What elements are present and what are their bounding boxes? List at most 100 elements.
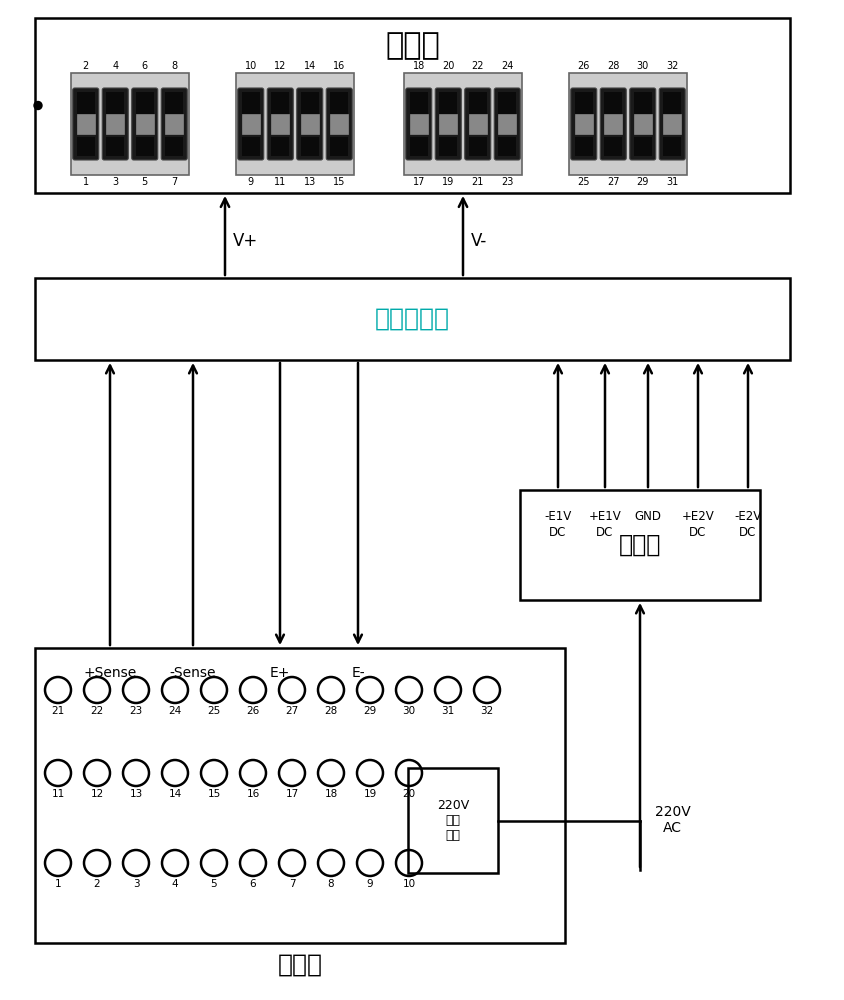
Text: 10: 10 (244, 61, 257, 71)
Bar (271, 92, 289, 116)
Bar (77, 114, 95, 134)
FancyBboxPatch shape (658, 88, 684, 160)
Text: 17: 17 (412, 177, 425, 187)
Text: 13: 13 (303, 177, 316, 187)
Text: 31: 31 (441, 706, 454, 716)
Text: 21: 21 (51, 706, 64, 716)
Bar (35, 648, 565, 943)
Bar (165, 114, 183, 134)
Text: V+: V+ (233, 232, 258, 249)
Text: 20: 20 (402, 789, 415, 799)
FancyBboxPatch shape (464, 88, 490, 160)
Text: 23: 23 (129, 706, 143, 716)
Text: 9: 9 (247, 177, 253, 187)
Text: 17: 17 (285, 789, 298, 799)
Bar (403, 73, 522, 175)
Text: +E2V
DC: +E2V DC (681, 510, 713, 539)
Bar (409, 92, 427, 116)
Bar (574, 137, 592, 156)
Text: 27: 27 (606, 177, 619, 187)
Bar (241, 114, 259, 134)
Bar (633, 137, 651, 156)
Text: 30: 30 (636, 61, 648, 71)
Bar (574, 92, 592, 116)
FancyBboxPatch shape (494, 88, 520, 160)
Bar (77, 137, 95, 156)
Text: 11: 11 (51, 789, 64, 799)
Bar (408, 768, 497, 873)
Text: 20: 20 (441, 61, 454, 71)
Text: 32: 32 (479, 706, 493, 716)
Bar (603, 114, 621, 134)
Bar (136, 114, 154, 134)
Text: 3: 3 (112, 177, 118, 187)
Text: 14: 14 (168, 789, 181, 799)
Bar (300, 114, 318, 134)
Text: 27: 27 (285, 706, 298, 716)
Text: 2: 2 (83, 61, 89, 71)
Text: +Sense: +Sense (84, 666, 137, 680)
FancyBboxPatch shape (237, 88, 263, 160)
Text: 变压器: 变压器 (618, 533, 660, 557)
Text: -Sense: -Sense (170, 666, 216, 680)
Bar (35, 18, 789, 193)
Text: 15: 15 (333, 177, 345, 187)
Text: 后面板: 后面板 (385, 31, 440, 60)
Text: 9: 9 (366, 879, 373, 889)
Text: 30: 30 (402, 706, 415, 716)
Text: 转换电路板: 转换电路板 (375, 307, 450, 331)
Text: 3: 3 (133, 879, 139, 889)
Bar (439, 114, 457, 134)
Bar (330, 137, 348, 156)
Bar (633, 114, 651, 134)
Text: +E1V
DC: +E1V DC (588, 510, 620, 539)
Bar (241, 92, 259, 116)
Bar (235, 73, 354, 175)
Bar (498, 137, 516, 156)
FancyBboxPatch shape (405, 88, 431, 160)
Bar (300, 137, 318, 156)
FancyBboxPatch shape (73, 88, 99, 160)
Bar (468, 114, 486, 134)
FancyBboxPatch shape (296, 88, 322, 160)
Text: 7: 7 (171, 177, 177, 187)
Text: 31: 31 (665, 177, 678, 187)
Text: 23: 23 (500, 177, 513, 187)
Text: 10: 10 (402, 879, 415, 889)
Bar (165, 92, 183, 116)
FancyBboxPatch shape (132, 88, 158, 160)
Bar (468, 92, 486, 116)
Text: 22: 22 (90, 706, 104, 716)
Text: 13: 13 (129, 789, 143, 799)
FancyBboxPatch shape (161, 88, 187, 160)
Bar (136, 92, 154, 116)
Bar (77, 92, 95, 116)
Bar (165, 137, 183, 156)
Text: GND: GND (634, 510, 661, 523)
Text: E-: E- (351, 666, 365, 680)
Bar (498, 92, 516, 116)
Text: 220V
AC: 220V AC (654, 805, 690, 835)
Text: E+: E+ (269, 666, 289, 680)
Bar (136, 137, 154, 156)
Text: 5: 5 (142, 177, 148, 187)
FancyBboxPatch shape (267, 88, 293, 160)
Bar (35, 278, 789, 360)
Bar (241, 137, 259, 156)
Text: 12: 12 (273, 61, 286, 71)
Text: 6: 6 (142, 61, 148, 71)
Text: 24: 24 (500, 61, 513, 71)
Bar (519, 490, 759, 600)
Bar (271, 137, 289, 156)
Text: 16: 16 (246, 789, 259, 799)
Bar (409, 137, 427, 156)
Text: 前面板: 前面板 (277, 953, 322, 977)
Bar (106, 92, 124, 116)
Bar (71, 73, 189, 175)
FancyBboxPatch shape (435, 88, 461, 160)
Circle shape (34, 102, 42, 109)
Bar (603, 137, 621, 156)
Text: 8: 8 (327, 879, 334, 889)
Text: 14: 14 (303, 61, 316, 71)
Text: 5: 5 (210, 879, 217, 889)
